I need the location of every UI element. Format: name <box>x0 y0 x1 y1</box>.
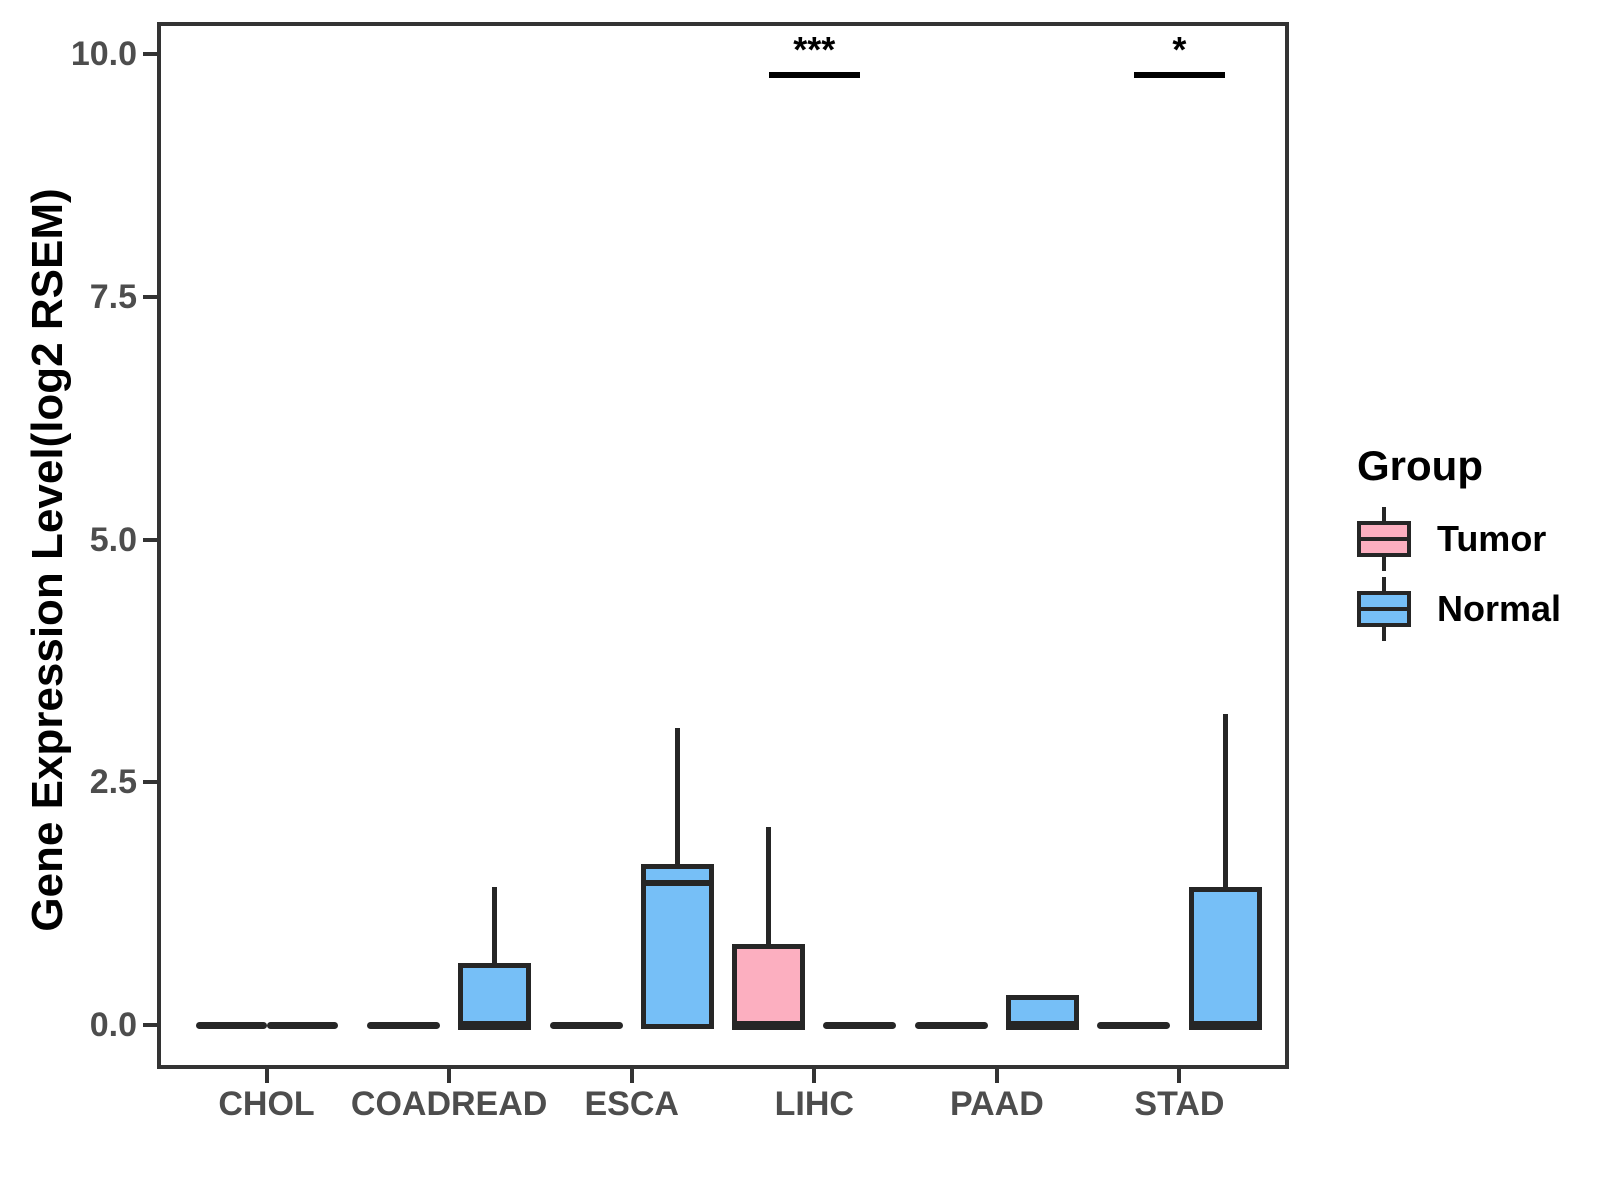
y-axis-title: Gene Expression Level(log2 RSEM) <box>23 188 72 932</box>
sig-label-LIHC: *** <box>793 29 836 71</box>
flatline-Tumor-COADREAD <box>367 1021 441 1029</box>
x-tick-mark <box>447 1069 452 1083</box>
sig-label-STAD: * <box>1172 29 1187 71</box>
legend: Group Tumor Normal <box>1357 443 1561 647</box>
x-tick-mark <box>1177 1069 1182 1083</box>
normal-boxplot-key-icon <box>1357 577 1411 641</box>
sig-bar-STAD <box>1133 72 1225 79</box>
y-tick-label: 2.5 <box>89 763 137 802</box>
median-Normal-STAD <box>1188 1021 1262 1030</box>
x-tick-mark <box>994 1069 999 1083</box>
flatline-Tumor-ESCA <box>549 1021 623 1029</box>
flatline-Normal-LIHC <box>823 1021 897 1029</box>
x-tick-label-STAD: STAD <box>1134 1085 1225 1123</box>
x-tick-label-CHOL: CHOL <box>218 1085 315 1123</box>
whisker-Normal-ESCA <box>674 727 680 864</box>
legend-entry-normal: Normal <box>1357 577 1561 641</box>
box-Tumor-LIHC <box>732 944 806 1029</box>
median-Tumor-LIHC <box>732 1021 806 1030</box>
y-tick-mark <box>143 294 157 299</box>
legend-title: Group <box>1357 442 1483 489</box>
y-tick-label: 7.5 <box>89 277 137 316</box>
flatline-Tumor-STAD <box>1097 1021 1171 1029</box>
sig-bar-LIHC <box>768 72 860 79</box>
key-median-icon <box>1359 537 1409 541</box>
y-tick-label: 10.0 <box>70 35 137 73</box>
median-Normal-PAAD <box>1005 1021 1079 1030</box>
x-tick-label-LIHC: LIHC <box>774 1085 854 1123</box>
y-tick-mark <box>143 780 157 785</box>
x-tick-label-ESCA: ESCA <box>584 1085 679 1123</box>
legend-label-normal: Normal <box>1437 588 1562 629</box>
y-tick-label: 5.0 <box>89 520 137 559</box>
x-tick-mark <box>264 1069 269 1083</box>
x-tick-mark <box>812 1069 817 1083</box>
x-tick-label-COADREAD: COADREAD <box>350 1085 548 1123</box>
y-tick-label: 0.0 <box>89 1006 137 1044</box>
box-Normal-STAD <box>1188 887 1262 1029</box>
flatline-Normal-CHOL <box>266 1021 338 1029</box>
whisker-Normal-STAD <box>1222 714 1228 888</box>
x-tick-mark <box>629 1069 634 1083</box>
y-tick-mark <box>143 537 157 542</box>
tumor-boxplot-key-icon <box>1357 507 1411 571</box>
whisker-Tumor-LIHC <box>766 826 772 945</box>
y-tick-mark <box>143 52 157 56</box>
flatline-Tumor-CHOL <box>195 1021 267 1029</box>
legend-label-tumor: Tumor <box>1437 518 1547 559</box>
x-tick-label-PAAD: PAAD <box>949 1085 1044 1123</box>
legend-entry-tumor: Tumor <box>1357 507 1561 571</box>
median-Normal-COADREAD <box>458 1021 532 1030</box>
box-Normal-ESCA <box>640 863 714 1029</box>
key-median-icon <box>1359 607 1409 611</box>
whisker-Normal-COADREAD <box>492 887 498 963</box>
box-Normal-COADREAD <box>458 962 532 1029</box>
median-Normal-ESCA <box>640 880 714 887</box>
flatline-Tumor-PAAD <box>914 1021 988 1029</box>
y-tick-mark <box>143 1023 157 1027</box>
plot-panel <box>157 22 1289 1069</box>
